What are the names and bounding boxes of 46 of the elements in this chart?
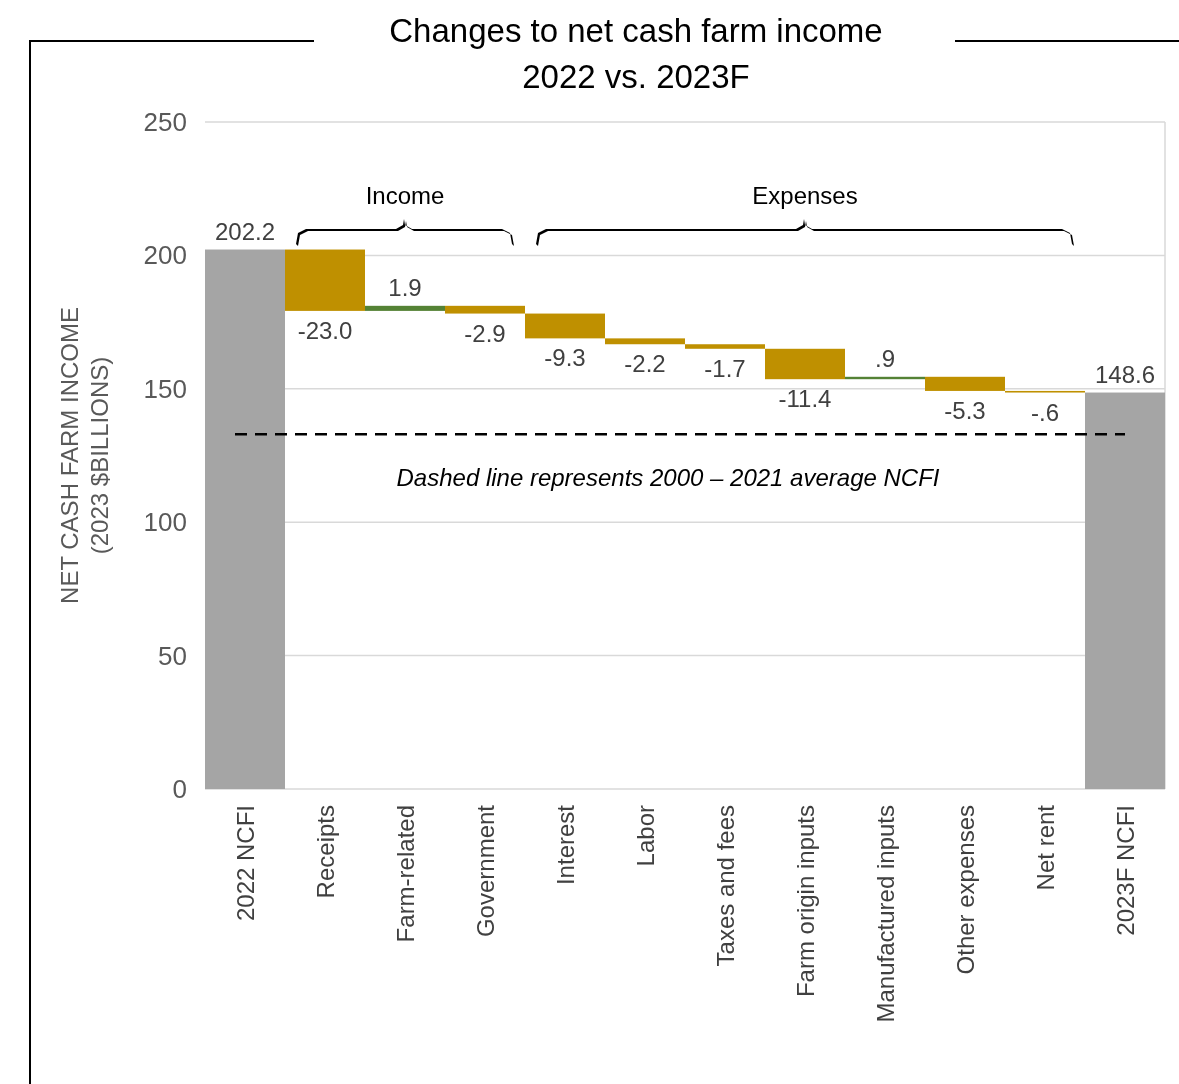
x-tick-label: Manufactured inputs	[872, 805, 899, 1023]
data-label: -11.4	[778, 385, 832, 413]
x-tick-label: Labor	[632, 805, 659, 867]
bar	[765, 348, 845, 380]
x-tick-label: Receipts	[312, 805, 339, 899]
data-label: 202.2	[214, 217, 276, 245]
annotation: Income	[365, 182, 445, 209]
y-tick-label: 0	[172, 774, 187, 804]
y-tick-label: 200	[143, 240, 187, 271]
x-tick-label: Other expenses	[952, 805, 979, 975]
x-tick-label: Government	[472, 804, 499, 938]
bar	[685, 344, 765, 349]
x-tick-label: Farm-related	[392, 805, 419, 943]
data-label: -2.9	[464, 319, 506, 347]
ref-line-label: Dashed line represents 2000 – 2021 average NCFI	[396, 464, 940, 492]
data-label: -5.3	[944, 396, 986, 424]
data-label: -2.2	[624, 350, 666, 378]
bar	[365, 305, 445, 311]
bar	[445, 305, 525, 314]
annotation: Expenses	[752, 182, 858, 209]
chart-subtitle: 2022 vs. 2023F	[522, 58, 750, 95]
bar	[1085, 392, 1165, 789]
x-tick-label: 2022 NCFI	[232, 805, 259, 922]
bar	[605, 338, 685, 345]
bar	[205, 249, 285, 789]
y-tick-label: 50	[158, 640, 187, 671]
bar	[525, 313, 605, 339]
y-tick-label: 100	[143, 507, 187, 538]
x-tick-label: Net rent	[1032, 804, 1059, 891]
y-tick-label: 250	[143, 107, 187, 137]
data-label: -23.0	[297, 316, 353, 344]
y-axis-title: NET CASH FARM INCOME (2023 $BILLIONS)	[56, 307, 113, 604]
y-tick-label: 150	[143, 373, 187, 404]
x-tick-label: Interest	[552, 804, 579, 886]
chart-title: Changes to net cash farm income	[389, 12, 883, 49]
bar	[925, 376, 1005, 391]
data-label: 148.6	[1094, 360, 1156, 388]
x-tick-label: Taxes and fees	[712, 805, 739, 967]
data-label: -.6	[1030, 398, 1060, 426]
x-tick-label: Farm origin inputs	[792, 805, 819, 998]
data-label: -1.7	[704, 354, 746, 382]
data-label: -9.3	[544, 344, 586, 372]
bar	[285, 249, 365, 311]
data-label: .9	[874, 344, 896, 372]
x-tick-label: 2023F NCFI	[1112, 805, 1139, 936]
data-label: 1.9	[388, 273, 422, 301]
